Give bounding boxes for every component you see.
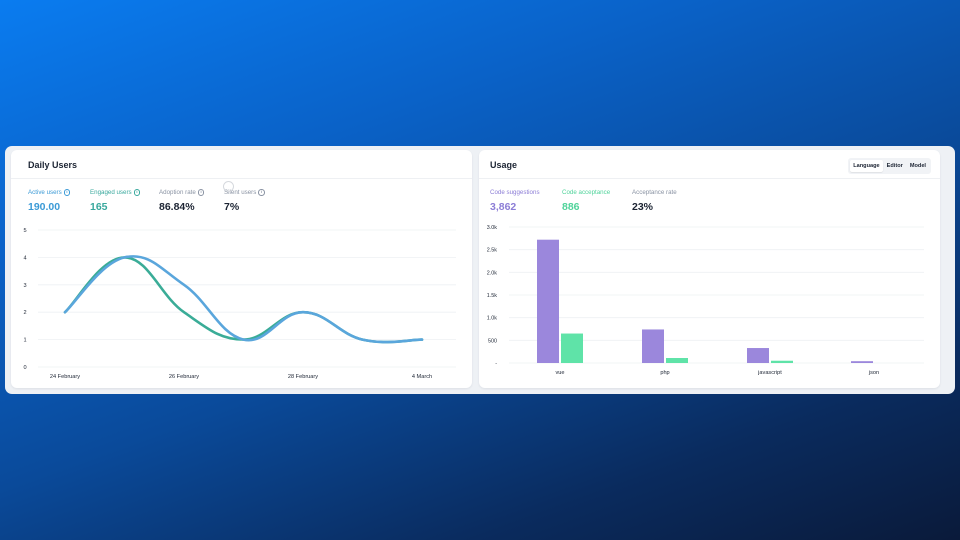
bar <box>666 358 688 363</box>
x-tick-label: 26 February <box>169 374 199 380</box>
tab-language[interactable]: Language <box>850 160 883 172</box>
tab-editor[interactable]: Editor <box>886 163 903 169</box>
active-users-metric: Active users i 190.00 <box>28 189 71 213</box>
y-tick-label: 500 <box>488 338 497 344</box>
y-tick-label: 1.0k <box>487 316 497 322</box>
metric-label: Silent users <box>224 189 257 196</box>
daily-users-line-chart: 0 1 2 3 4 5 24 February 26 February 28 February 4… <box>23 228 456 380</box>
bar <box>561 333 583 363</box>
y-tick-label: 3.0k <box>487 225 497 231</box>
y-tick-label: - <box>495 361 497 367</box>
bar <box>851 361 873 363</box>
x-tick-label: 28 February <box>288 374 318 380</box>
info-icon[interactable]: i <box>197 189 205 196</box>
y-tick-label: 5 <box>23 228 26 234</box>
metric-label: Active users <box>28 189 62 196</box>
x-tick-label: javascript <box>757 370 782 376</box>
y-tick-label: 0 <box>23 365 26 371</box>
code-suggestions-metric: Code suggestions 3,862 <box>490 189 540 213</box>
series-line <box>63 255 424 344</box>
acceptance-rate-metric: Acceptance rate 23% <box>632 189 677 213</box>
x-tick-label: vue <box>555 370 564 376</box>
y-tick-label: 2 <box>23 310 26 316</box>
adoption-rate-value: 86.84% <box>159 201 195 213</box>
y-tick-label: 2.0k <box>487 270 497 276</box>
usage-breakdown-toggle: Language Editor Model <box>848 158 931 174</box>
usage-bar-chart: 3.0k 2.5k 2.0k 1.5k 1.0k 500 - vue php javascript… <box>487 225 924 376</box>
adoption-rate-label: Adoption rate i <box>159 189 205 196</box>
silent-users-value: 7% <box>224 201 240 213</box>
y-tick-label: 3 <box>23 283 26 289</box>
x-tick-label: php <box>660 370 669 376</box>
info-icon[interactable]: i <box>258 189 265 196</box>
usage-metrics: Code suggestions 3,862 Code acceptance 8… <box>479 189 940 219</box>
acceptance-rate-value: 23% <box>632 201 654 213</box>
bar <box>747 348 769 363</box>
y-tick-label: 1 <box>23 338 26 344</box>
divider <box>479 178 940 179</box>
usage-card: Usage Language Editor Model Code suggest… <box>479 150 940 388</box>
info-icon[interactable]: i <box>133 189 141 196</box>
info-icon[interactable]: i <box>63 189 71 196</box>
silent-users-label: Silent users i <box>224 189 265 196</box>
series-line <box>63 256 424 344</box>
y-tick-label: 4 <box>23 255 26 261</box>
metric-label: Adoption rate <box>159 189 196 196</box>
divider <box>11 178 472 179</box>
x-tick-label: 24 February <box>50 374 80 380</box>
code-acceptance-value: 886 <box>562 201 580 213</box>
daily-users-card: Daily Users Active users i 190.00 Engage… <box>11 150 472 388</box>
y-tick-label: 2.5k <box>487 248 497 254</box>
code-suggestions-value: 3,862 <box>490 201 517 213</box>
dashboard-panel: Daily Users Active users i 190.00 Engage… <box>5 146 955 394</box>
code-acceptance-label: Code acceptance <box>562 189 611 196</box>
code-suggestions-label: Code suggestions <box>490 189 540 196</box>
bar <box>642 329 664 363</box>
x-tick-label: json <box>868 370 879 376</box>
usage-title: Usage <box>490 160 518 170</box>
code-acceptance-metric: Code acceptance 886 <box>562 189 610 213</box>
metric-label: Engaged users <box>90 189 132 196</box>
acceptance-rate-label: Acceptance rate <box>632 189 677 196</box>
engaged-users-label: Engaged users i <box>90 189 141 196</box>
silent-users-metric: Silent users i 7% <box>224 189 265 213</box>
engaged-users-metric: Engaged users i 165 <box>90 189 141 213</box>
active-users-label: Active users i <box>28 189 71 196</box>
active-users-value: 190.00 <box>28 201 61 213</box>
daily-users-metrics: Active users i 190.00 Engaged users i 16… <box>11 189 472 219</box>
daily-users-title: Daily Users <box>28 160 78 170</box>
tab-model[interactable]: Model <box>909 163 926 169</box>
bar <box>771 360 793 363</box>
bar <box>537 239 559 363</box>
x-tick-label: 4 March <box>412 374 432 380</box>
y-tick-label: 1.5k <box>487 293 497 299</box>
engaged-users-value: 165 <box>90 201 108 213</box>
adoption-rate-metric: Adoption rate i 86.84% <box>159 189 205 213</box>
loading-spinner-icon <box>223 181 234 192</box>
